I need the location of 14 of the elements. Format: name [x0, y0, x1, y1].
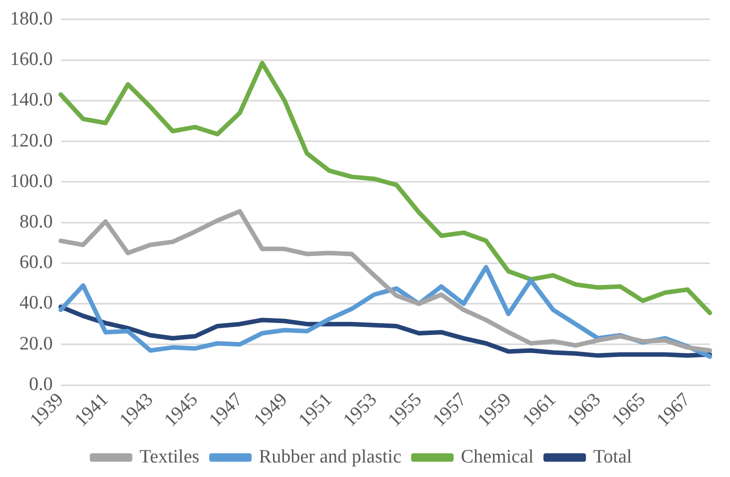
- y-tick-label: 0.0: [29, 374, 53, 395]
- legend-label: Total: [593, 446, 632, 468]
- y-tick-label: 180.0: [10, 8, 53, 30]
- y-tick-label: 120.0: [10, 130, 53, 152]
- y-tick-label: 60.0: [20, 252, 53, 274]
- y-tick-label: 140.0: [10, 90, 53, 111]
- y-tick-label: 80.0: [20, 212, 53, 232]
- y-tick-label: 20.0: [20, 333, 53, 354]
- legend-label: Rubber and plastic: [258, 446, 402, 468]
- y-tick-label: 100.0: [10, 170, 53, 192]
- legend-label: Chemical: [460, 446, 534, 468]
- y-tick-label: 40.0: [20, 292, 53, 314]
- legend-label: Textiles: [140, 446, 200, 468]
- y-tick-label: 160.0: [10, 49, 53, 70]
